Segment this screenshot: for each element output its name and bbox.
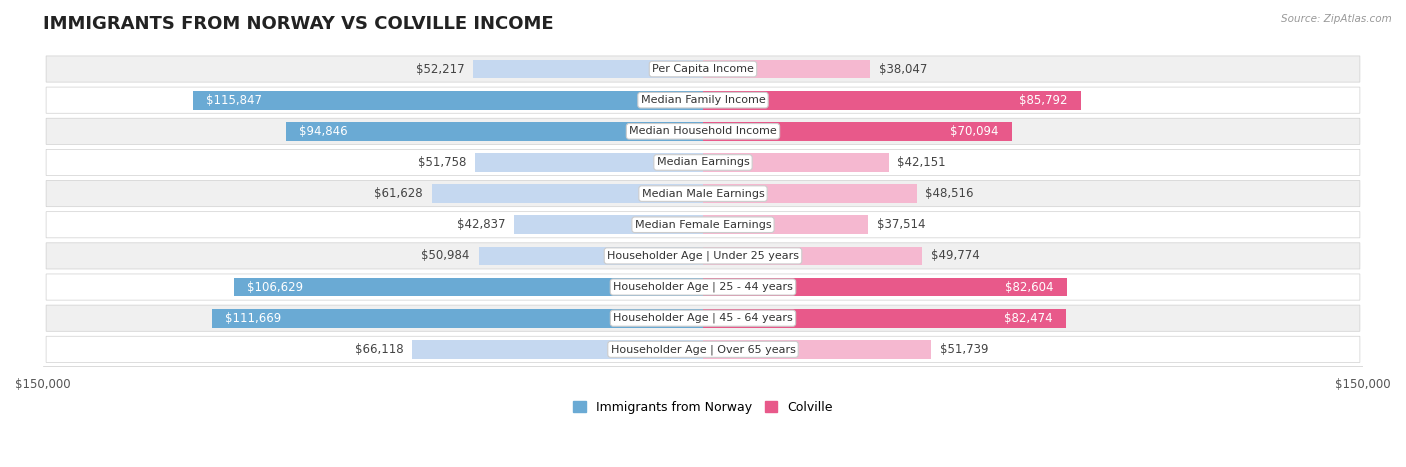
- Text: $94,846: $94,846: [298, 125, 347, 138]
- Text: $52,217: $52,217: [416, 63, 464, 76]
- Bar: [474, 60, 703, 78]
- Text: $42,151: $42,151: [897, 156, 946, 169]
- Text: Source: ZipAtlas.com: Source: ZipAtlas.com: [1281, 14, 1392, 24]
- Bar: [703, 60, 870, 78]
- Bar: [703, 91, 1081, 110]
- Text: $115,847: $115,847: [207, 94, 263, 106]
- Bar: [285, 122, 703, 141]
- Text: $48,516: $48,516: [925, 187, 974, 200]
- Bar: [515, 215, 703, 234]
- Bar: [703, 340, 931, 359]
- FancyBboxPatch shape: [46, 274, 1360, 300]
- FancyBboxPatch shape: [46, 181, 1360, 207]
- Text: Householder Age | Under 25 years: Householder Age | Under 25 years: [607, 251, 799, 261]
- FancyBboxPatch shape: [46, 56, 1360, 82]
- FancyBboxPatch shape: [46, 212, 1360, 238]
- FancyBboxPatch shape: [46, 305, 1360, 331]
- Bar: [703, 184, 917, 203]
- FancyBboxPatch shape: [46, 336, 1360, 362]
- Bar: [233, 278, 703, 297]
- Text: Median Family Income: Median Family Income: [641, 95, 765, 105]
- Text: IMMIGRANTS FROM NORWAY VS COLVILLE INCOME: IMMIGRANTS FROM NORWAY VS COLVILLE INCOM…: [42, 15, 554, 33]
- Text: $66,118: $66,118: [354, 343, 404, 356]
- Text: Per Capita Income: Per Capita Income: [652, 64, 754, 74]
- Text: $51,758: $51,758: [418, 156, 467, 169]
- Text: $61,628: $61,628: [374, 187, 423, 200]
- Bar: [703, 215, 868, 234]
- Text: Median Male Earnings: Median Male Earnings: [641, 189, 765, 198]
- Text: $51,739: $51,739: [939, 343, 988, 356]
- Bar: [193, 91, 703, 110]
- Text: $82,604: $82,604: [1005, 281, 1053, 294]
- Bar: [478, 247, 703, 265]
- Text: $42,837: $42,837: [457, 218, 506, 231]
- Legend: Immigrants from Norway, Colville: Immigrants from Norway, Colville: [568, 396, 838, 419]
- Text: Median Female Earnings: Median Female Earnings: [634, 220, 772, 230]
- Text: Median Earnings: Median Earnings: [657, 157, 749, 168]
- FancyBboxPatch shape: [46, 87, 1360, 113]
- Bar: [703, 278, 1067, 297]
- Text: $85,792: $85,792: [1019, 94, 1067, 106]
- Text: $106,629: $106,629: [247, 281, 304, 294]
- Text: $111,669: $111,669: [225, 311, 281, 325]
- FancyBboxPatch shape: [46, 118, 1360, 144]
- Bar: [432, 184, 703, 203]
- Bar: [703, 122, 1011, 141]
- Text: $49,774: $49,774: [931, 249, 980, 262]
- Text: $38,047: $38,047: [879, 63, 928, 76]
- Bar: [475, 153, 703, 172]
- Text: $50,984: $50,984: [422, 249, 470, 262]
- Text: $82,474: $82,474: [1004, 311, 1053, 325]
- Text: Householder Age | 25 - 44 years: Householder Age | 25 - 44 years: [613, 282, 793, 292]
- Bar: [412, 340, 703, 359]
- Text: Householder Age | 45 - 64 years: Householder Age | 45 - 64 years: [613, 313, 793, 324]
- FancyBboxPatch shape: [46, 149, 1360, 176]
- Bar: [703, 153, 889, 172]
- Bar: [703, 247, 922, 265]
- Text: Median Household Income: Median Household Income: [628, 126, 778, 136]
- Text: Householder Age | Over 65 years: Householder Age | Over 65 years: [610, 344, 796, 354]
- FancyBboxPatch shape: [46, 243, 1360, 269]
- Bar: [211, 309, 703, 327]
- Text: $37,514: $37,514: [877, 218, 925, 231]
- Bar: [703, 309, 1066, 327]
- Text: $70,094: $70,094: [950, 125, 998, 138]
